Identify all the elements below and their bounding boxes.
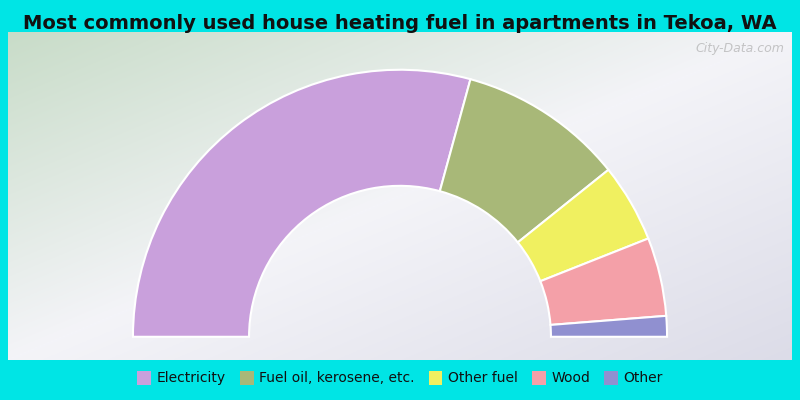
Wedge shape: [133, 70, 470, 337]
Wedge shape: [440, 79, 609, 242]
Legend: Electricity, Fuel oil, kerosene, etc., Other fuel, Wood, Other: Electricity, Fuel oil, kerosene, etc., O…: [132, 365, 668, 391]
Text: Most commonly used house heating fuel in apartments in Tekoa, WA: Most commonly used house heating fuel in…: [23, 14, 777, 33]
Wedge shape: [550, 316, 667, 337]
Wedge shape: [518, 170, 648, 281]
Wedge shape: [540, 238, 666, 325]
Text: City-Data.com: City-Data.com: [695, 42, 784, 55]
